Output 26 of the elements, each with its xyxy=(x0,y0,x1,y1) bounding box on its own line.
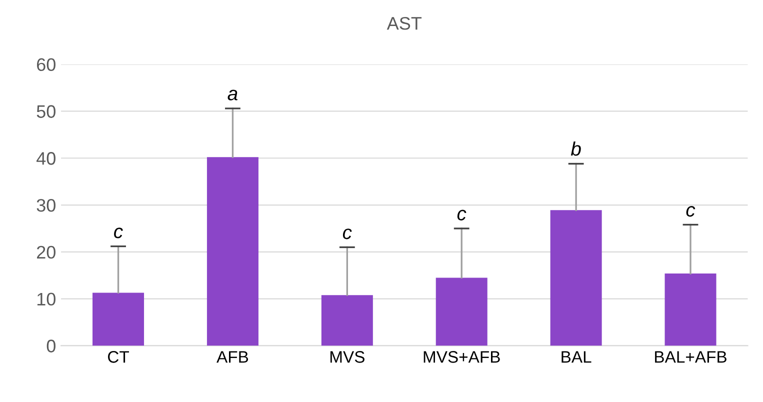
y-tick-label: 50 xyxy=(36,105,56,118)
chart-title: AST xyxy=(386,16,422,30)
x-tick-label: CT xyxy=(108,351,129,363)
x-tick-label: AFB xyxy=(216,351,248,363)
y-tick-label: 40 xyxy=(36,152,56,165)
bar xyxy=(206,157,258,346)
y-tick-label: 0 xyxy=(46,340,56,352)
annotation: c xyxy=(114,228,123,238)
annotation: c xyxy=(457,210,466,220)
bar xyxy=(664,273,716,346)
bar xyxy=(321,295,373,346)
bar xyxy=(436,278,488,346)
y-tick-label: 30 xyxy=(36,198,56,212)
x-tick-label: MVS xyxy=(330,351,364,363)
annotation: c xyxy=(686,206,696,217)
bar xyxy=(550,210,602,346)
x-tick-label: BAL+AFB xyxy=(655,351,726,363)
annotation: a xyxy=(228,90,238,100)
y-tick-label: 20 xyxy=(37,246,56,259)
y-tick-label: 10 xyxy=(37,292,56,306)
x-tick-label: MVS+AFB xyxy=(424,351,500,363)
y-tick-label: 60 xyxy=(37,58,56,72)
annotation: c xyxy=(342,228,352,240)
annotation: b xyxy=(570,141,581,156)
bar xyxy=(92,292,144,346)
x-tick-label: BAL xyxy=(562,351,592,363)
